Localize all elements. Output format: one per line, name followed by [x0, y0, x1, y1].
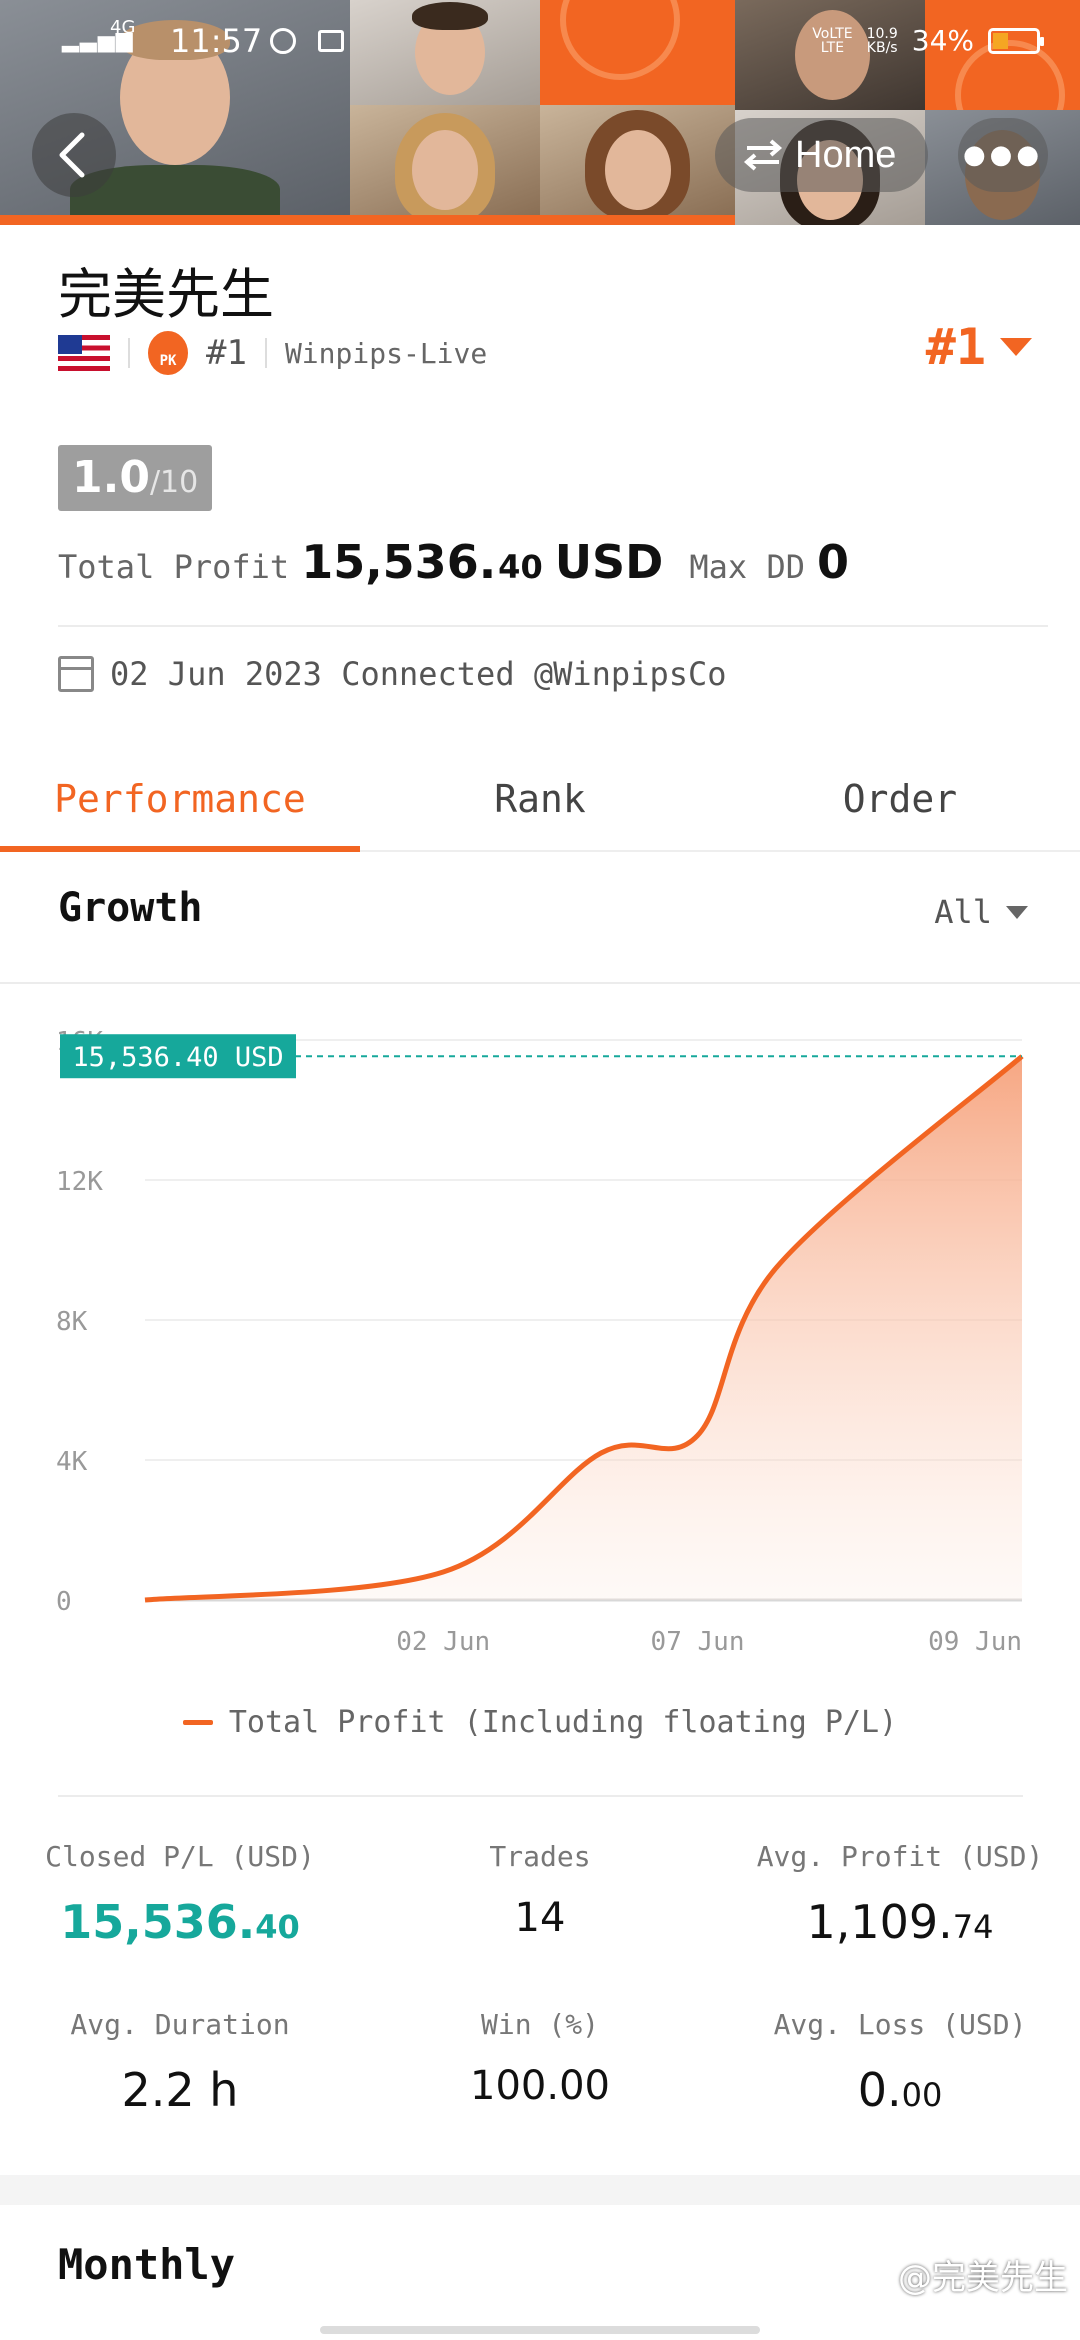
trader-meta: PK #1 Winpips-Live — [58, 328, 487, 378]
stat-value: 2.2 h — [121, 2063, 239, 2117]
x-tick-label: 09 Jun — [928, 1627, 1022, 1657]
y-tick-label: 0 — [56, 1587, 72, 1617]
stat-value: 14 — [514, 1895, 566, 1941]
trader-photo — [350, 0, 540, 105]
caret-down-icon — [1006, 905, 1028, 919]
server-name: Winpips-Live — [284, 336, 488, 370]
y-tick-label: 12K — [56, 1167, 103, 1197]
score-value: 1.0 — [72, 452, 150, 503]
network-type: 4G — [110, 17, 136, 38]
stat-label: Avg. Loss (USD) — [773, 2008, 1027, 2041]
series-area — [145, 1056, 1022, 1600]
sim-icon — [318, 30, 344, 52]
swap-arrows-icon — [743, 139, 783, 171]
home-indicator[interactable] — [320, 2326, 760, 2334]
legend-label: Total Profit (Including floating P/L) — [228, 1705, 898, 1740]
stat-win-rate: Win (%) 100.00 — [360, 2008, 720, 2109]
home-label: Home — [795, 133, 897, 176]
x-tick-label: 02 Jun — [396, 1627, 490, 1657]
pk-badge-icon: PK — [148, 331, 188, 375]
volte-icon: VoLTE LTE — [812, 25, 853, 56]
home-button[interactable]: Home — [715, 118, 929, 192]
section-divider — [58, 1795, 1023, 1797]
section-gap — [0, 2175, 1080, 2205]
connected-text: 02 Jun 2023 Connected @WinpipsCo — [110, 655, 727, 693]
trader-photo — [735, 0, 925, 110]
calendar-icon — [58, 656, 94, 692]
section-divider — [58, 625, 1048, 627]
trader-photo — [350, 105, 540, 215]
us-flag-icon — [58, 335, 110, 371]
back-button[interactable] — [32, 113, 116, 197]
tab-bar: Performance Rank Order — [0, 748, 1080, 852]
watermark: @完美先生 — [898, 2258, 1068, 2298]
total-profit-label: Total Profit — [58, 548, 290, 586]
caret-down-icon — [1000, 338, 1032, 356]
tab-rank[interactable]: Rank — [494, 777, 586, 821]
net-speed: 10.9 KB/s — [866, 25, 898, 56]
growth-title: Growth — [58, 885, 203, 931]
stat-avg-profit: Avg. Profit (USD) 1,109.74 — [720, 1840, 1080, 1949]
chart-legend: Total Profit (Including floating P/L) — [0, 1705, 1080, 1740]
rank-value: #1 — [925, 318, 986, 376]
status-bar: ▂▃▅▆ 4G 11:57 VoLTE LTE 10.9 KB/s 34% — [0, 0, 1080, 80]
score-badge: 1.0 /10 — [58, 445, 213, 511]
tab-performance[interactable]: Performance — [0, 748, 360, 852]
tab-order[interactable]: Order — [842, 777, 958, 821]
score-total: /10 — [149, 465, 199, 500]
current-value-label: 15,536.40 USD — [72, 1042, 283, 1073]
y-tick-label: 4K — [56, 1447, 88, 1477]
connection-info: 02 Jun 2023 Connected @WinpipsCo — [58, 655, 727, 693]
series-line — [144, 1054, 1024, 1603]
section-divider — [0, 982, 1080, 984]
stat-value: 100.00 — [470, 2063, 610, 2109]
legend-swatch — [182, 1720, 213, 1725]
banner-accent-line — [0, 215, 735, 225]
stat-label: Win (%) — [480, 2008, 599, 2041]
more-options-button[interactable]: ●●● — [958, 118, 1048, 192]
rank-dropdown[interactable]: #1 — [926, 318, 1032, 376]
growth-filter-dropdown[interactable]: All — [934, 893, 1028, 931]
y-tick-label: 8K — [56, 1307, 88, 1337]
chevron-left-icon — [59, 132, 85, 178]
profit-summary: Total Profit 15,536. 40 USD Max DD 0 — [58, 535, 849, 589]
max-dd-label: Max DD — [689, 548, 805, 586]
pattern-tile — [540, 0, 735, 105]
total-profit-decimals: 40 — [498, 548, 543, 586]
trader-photo — [540, 105, 735, 215]
stat-trades: Trades 14 — [360, 1840, 720, 1941]
divider — [264, 338, 267, 368]
stat-avg-loss: Avg. Loss (USD) 0.00 — [720, 2008, 1080, 2117]
x-tick-label: 07 Jun — [651, 1627, 745, 1657]
growth-filter-value: All — [934, 893, 992, 931]
clock: 11:57 — [170, 22, 263, 60]
stat-closed-pl: Closed P/L (USD) 15,536.40 — [0, 1840, 360, 1949]
stat-label: Avg. Profit (USD) — [756, 1840, 1044, 1873]
max-dd-value: 0 — [816, 535, 849, 589]
pattern-tile — [925, 0, 1080, 110]
battery-icon — [988, 27, 1044, 54]
stat-value: 1,109.74 — [806, 1895, 994, 1949]
divider — [128, 338, 130, 368]
total-profit-currency: USD — [554, 535, 664, 589]
total-profit-value: 15,536. — [301, 535, 497, 589]
stat-avg-duration: Avg. Duration 2.2 h — [0, 2008, 360, 2117]
stat-label: Trades — [489, 1840, 591, 1873]
stat-label: Closed P/L (USD) — [45, 1840, 315, 1873]
whatsapp-icon — [270, 28, 296, 54]
trader-name: 完美先生 — [58, 263, 274, 326]
stat-value: 15,536.40 — [60, 1895, 300, 1949]
more-dots-icon: ●●● — [962, 140, 1044, 170]
stat-value: 0.00 — [857, 2063, 943, 2117]
stat-label: Avg. Duration — [70, 2008, 290, 2041]
battery-percent: 34% — [911, 24, 974, 57]
monthly-title: Monthly — [58, 2240, 236, 2289]
current-value-badge — [60, 1034, 296, 1079]
signal-icon: ▂▃▅▆ — [62, 28, 134, 53]
pk-rank: #1 — [206, 333, 247, 373]
